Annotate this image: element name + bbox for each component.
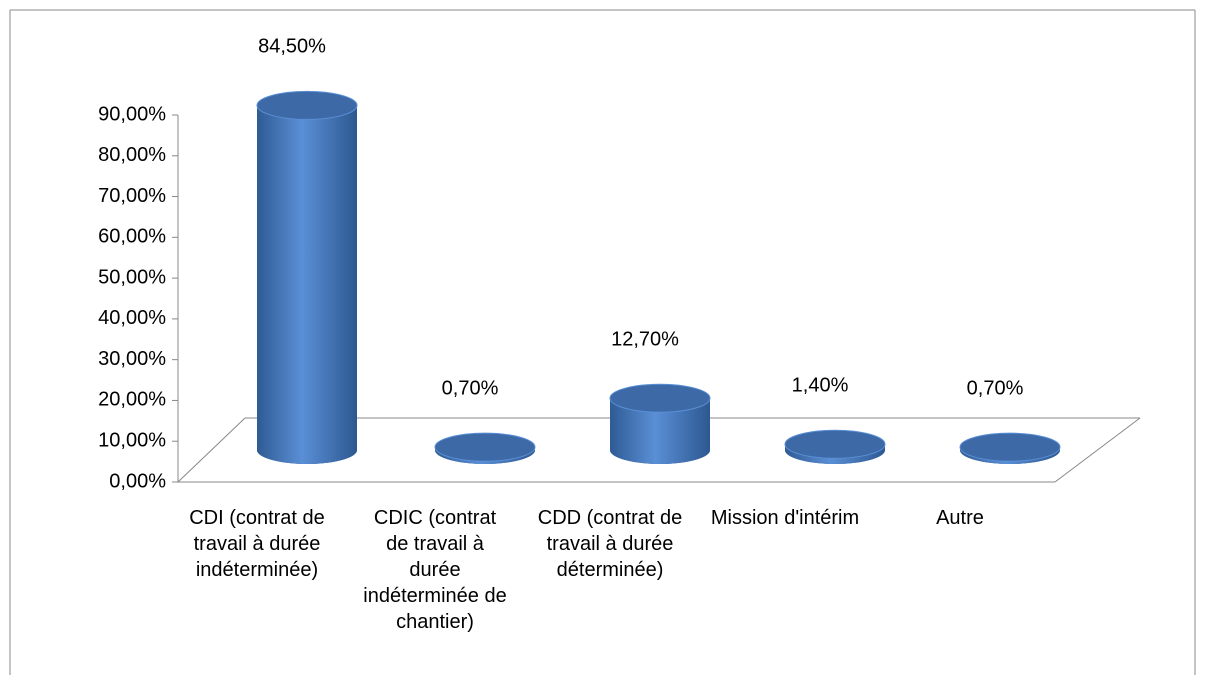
y-tick-label: 80,00% bbox=[98, 144, 166, 166]
bar bbox=[257, 105, 357, 464]
value-label: 0,70% bbox=[442, 377, 499, 399]
y-tick-label: 60,00% bbox=[98, 226, 166, 248]
value-label: 84,50% bbox=[258, 36, 326, 58]
bar-top bbox=[256, 90, 358, 120]
bar-top bbox=[784, 429, 886, 459]
x-tick-label: Autre bbox=[936, 507, 984, 529]
value-label: 1,40% bbox=[792, 375, 849, 397]
x-tick-label: CDD (contrat de travail à durée détermin… bbox=[537, 507, 683, 581]
bar bbox=[610, 398, 710, 464]
bar-top bbox=[609, 383, 711, 413]
x-tick-label: CDIC (contrat de travail à durée indéter… bbox=[363, 507, 507, 633]
y-tick-label: 20,00% bbox=[98, 389, 166, 411]
y-tick-label: 40,00% bbox=[98, 307, 166, 329]
x-tick-label: Mission d'intérim bbox=[710, 507, 860, 529]
y-tick-label: 70,00% bbox=[98, 185, 166, 207]
bar-top bbox=[959, 432, 1061, 462]
y-tick-label: 30,00% bbox=[98, 348, 166, 370]
value-label: 12,70% bbox=[611, 328, 679, 350]
x-tick-label: CDI (contrat de travail à durée indéterm… bbox=[189, 507, 325, 581]
y-tick-label: 0,00% bbox=[109, 470, 166, 492]
bar-top bbox=[434, 432, 536, 462]
y-tick-label: 50,00% bbox=[98, 266, 166, 288]
value-label: 0,70% bbox=[967, 377, 1024, 399]
y-tick-label: 90,00% bbox=[98, 103, 166, 125]
y-tick-label: 10,00% bbox=[98, 430, 166, 452]
